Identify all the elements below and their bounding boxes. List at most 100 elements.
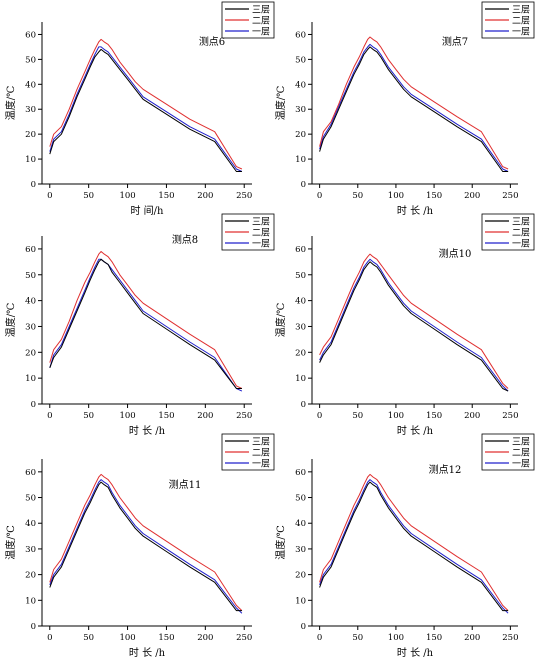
y-tick-label: 60 bbox=[25, 30, 36, 40]
series-line-2 bbox=[49, 251, 243, 389]
x-tick-label: 50 bbox=[83, 191, 94, 201]
y-axis-label: 温度/℃ bbox=[274, 525, 287, 560]
y-axis-label: 温度/℃ bbox=[4, 303, 17, 338]
y-tick-label: 60 bbox=[25, 468, 36, 478]
x-tick-label: 100 bbox=[119, 633, 135, 643]
y-tick-label: 20 bbox=[25, 571, 36, 581]
series-line-3 bbox=[319, 479, 509, 614]
x-tick-label: 0 bbox=[317, 633, 322, 643]
y-tick-label: 30 bbox=[25, 322, 36, 332]
y-tick-label: 50 bbox=[295, 55, 306, 65]
x-tick-label: 150 bbox=[158, 411, 174, 421]
x-axis-label: 时 长 /h bbox=[397, 425, 434, 437]
y-tick-label: 60 bbox=[295, 30, 306, 40]
x-tick-label: 200 bbox=[464, 411, 480, 421]
y-tick-label: 10 bbox=[295, 374, 306, 384]
legend-label: 三层 bbox=[512, 217, 530, 228]
y-tick-label: 0 bbox=[301, 622, 306, 632]
legend-label: 二层 bbox=[512, 16, 530, 27]
x-tick-label: 50 bbox=[352, 191, 363, 201]
legend-label: 一层 bbox=[512, 459, 530, 470]
legend-label: 三层 bbox=[512, 437, 530, 448]
y-tick-label: 10 bbox=[25, 155, 36, 165]
x-axis-label: 时 间/h bbox=[131, 204, 165, 217]
series-line-2 bbox=[49, 473, 243, 611]
chart-panel-p12: 0 50 100 150 200 250 0 10 20 30 40 50 60 时 长 /h 温度/℃ 测点… bbox=[274, 433, 535, 659]
y-tick-label: 30 bbox=[25, 105, 36, 115]
y-tick-label: 10 bbox=[295, 155, 306, 165]
series-line-3 bbox=[49, 46, 243, 172]
y-tick-label: 20 bbox=[25, 348, 36, 358]
x-tick-label: 150 bbox=[426, 191, 442, 201]
legend-label: 三层 bbox=[512, 5, 530, 16]
x-tick-label: 250 bbox=[502, 411, 518, 421]
x-tick-label: 50 bbox=[83, 633, 94, 643]
y-axis-label: 温度/℃ bbox=[274, 303, 287, 338]
series-line-3 bbox=[319, 258, 509, 392]
y-tick-label: 0 bbox=[301, 180, 306, 190]
x-tick-label: 200 bbox=[197, 191, 213, 201]
legend-label: 二层 bbox=[252, 228, 270, 239]
y-tick-label: 20 bbox=[25, 130, 36, 140]
y-tick-label: 0 bbox=[31, 400, 36, 410]
y-axis-label: 温度/℃ bbox=[4, 86, 17, 121]
x-tick-label: 0 bbox=[317, 191, 322, 201]
y-tick-label: 20 bbox=[295, 571, 306, 581]
x-tick-label: 250 bbox=[502, 633, 518, 643]
x-tick-label: 50 bbox=[83, 411, 94, 421]
y-tick-label: 50 bbox=[295, 494, 306, 504]
y-tick-label: 40 bbox=[25, 297, 36, 307]
legend-label: 一层 bbox=[252, 27, 270, 38]
series-line-1 bbox=[319, 261, 509, 392]
x-tick-label: 250 bbox=[236, 411, 252, 421]
panel-label: 测点8 bbox=[172, 233, 198, 246]
x-tick-label: 100 bbox=[388, 191, 404, 201]
x-tick-label: 150 bbox=[426, 411, 442, 421]
chart-panel-p6: 0 50 100 150 200 250 0 10 20 30 40 50 60 时 间/h 温度/℃ 测点6… bbox=[4, 1, 275, 217]
x-tick-label: 200 bbox=[464, 633, 480, 643]
y-tick-label: 0 bbox=[31, 622, 36, 632]
y-axis-label: 温度/℃ bbox=[274, 86, 287, 121]
series-line-3 bbox=[49, 258, 243, 392]
x-tick-label: 250 bbox=[236, 633, 252, 643]
series-line-2 bbox=[319, 253, 509, 389]
y-tick-label: 50 bbox=[295, 271, 306, 281]
series-line-1 bbox=[49, 258, 242, 389]
y-tick-label: 60 bbox=[25, 245, 36, 255]
y-tick-label: 40 bbox=[25, 80, 36, 90]
y-tick-label: 0 bbox=[301, 400, 306, 410]
x-tick-label: 200 bbox=[197, 633, 213, 643]
legend-label: 二层 bbox=[512, 448, 530, 459]
legend-label: 一层 bbox=[252, 239, 270, 250]
x-tick-label: 200 bbox=[464, 191, 480, 201]
y-tick-label: 0 bbox=[31, 180, 36, 190]
y-tick-label: 30 bbox=[295, 322, 306, 332]
panel-label: 测点11 bbox=[169, 478, 202, 491]
y-tick-label: 40 bbox=[295, 80, 306, 90]
series-line-1 bbox=[49, 481, 242, 612]
legend-label: 三层 bbox=[252, 437, 270, 448]
y-tick-label: 10 bbox=[295, 596, 306, 606]
panel-label: 测点10 bbox=[439, 247, 472, 260]
x-tick-label: 150 bbox=[158, 191, 174, 201]
y-tick-label: 60 bbox=[295, 468, 306, 478]
y-tick-label: 50 bbox=[25, 271, 36, 281]
series-line-3 bbox=[319, 43, 509, 172]
y-tick-label: 60 bbox=[295, 245, 306, 255]
chart-panel-p8: 0 50 100 150 200 250 0 10 20 30 40 50 60 时 长 /h 温度/℃ 测点… bbox=[4, 213, 275, 437]
panel-label: 测点6 bbox=[199, 35, 225, 48]
x-tick-label: 0 bbox=[317, 411, 322, 421]
series-line-1 bbox=[319, 46, 509, 172]
x-tick-label: 200 bbox=[197, 411, 213, 421]
x-tick-label: 0 bbox=[47, 191, 52, 201]
x-tick-label: 0 bbox=[47, 633, 52, 643]
x-tick-label: 100 bbox=[119, 411, 135, 421]
series-line-2 bbox=[319, 473, 509, 611]
legend-label: 一层 bbox=[512, 239, 530, 250]
legend-label: 二层 bbox=[252, 16, 270, 27]
x-axis-label: 时 长 /h bbox=[129, 647, 166, 659]
